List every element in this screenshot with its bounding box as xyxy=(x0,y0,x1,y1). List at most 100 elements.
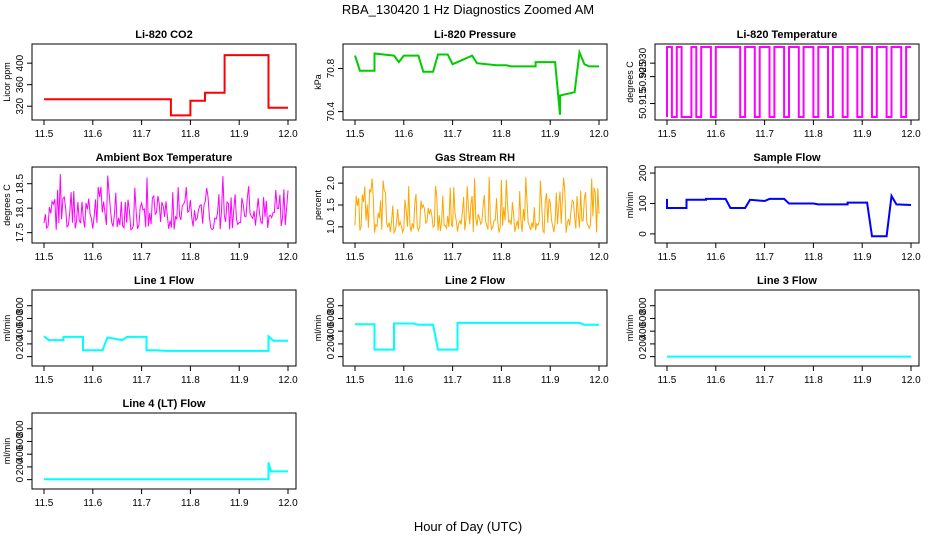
x-tick-label: 12.0 xyxy=(278,252,298,263)
y-tick-label: 360 xyxy=(15,76,26,93)
y-axis-label: ml/min xyxy=(2,438,12,465)
panel-10: Line 4 (LT) Flow 11.5 11.6 11.7 11.8 11.9 12.0… xyxy=(2,398,298,509)
panel-6: Sample Flow 11.5 11.6 11.7 11.8 11.9 12.0 0 100 2… xyxy=(625,152,921,263)
x-tick-label: 11.9 xyxy=(230,129,249,140)
series-line-line2 xyxy=(355,321,599,351)
x-tick-label: 11.9 xyxy=(541,252,560,263)
y-axis-label: degrees C xyxy=(2,184,12,226)
y-tick-label: 50.930 xyxy=(638,47,649,78)
x-tick-label: 11.6 xyxy=(706,129,725,140)
x-tick-label: 11.8 xyxy=(181,375,200,386)
x-tick-label: 12.0 xyxy=(901,375,921,386)
x-tick-label: 11.8 xyxy=(804,252,823,263)
y-tick-label: 1.5 xyxy=(326,198,337,212)
panel-8: Line 2 Flow 11.5 11.6 11.7 11.8 11.9 12.0 02004… xyxy=(313,275,609,386)
panel-2: Li-820 Pressure 11.5 11.6 11.7 11.8 11.9 12.0 7… xyxy=(313,29,609,140)
y-tick-label: 200 xyxy=(15,335,26,352)
x-tick-label: 12.0 xyxy=(278,498,298,509)
series-line-line4 xyxy=(44,462,288,481)
y-tick-label: 70.4 xyxy=(326,101,337,121)
x-tick-label: 11.5 xyxy=(346,252,365,263)
x-tick-label: 11.7 xyxy=(132,129,151,140)
series-line-ambient xyxy=(43,173,289,231)
x-tick-label: 12.0 xyxy=(589,252,609,263)
plot-frame xyxy=(31,289,297,367)
y-tick-label: 2.0 xyxy=(326,176,337,190)
y-axis-label: kPa xyxy=(313,74,323,90)
series-line-temperature xyxy=(666,46,911,118)
x-tick-label: 11.7 xyxy=(132,252,151,263)
y-axis-label: ml/min xyxy=(625,315,635,342)
chart-panels: Li-820 CO2 11.5 11.6 11.7 11.8 11.9 12.0 320 360… xyxy=(2,29,921,509)
x-tick-label: 11.9 xyxy=(853,252,872,263)
x-tick-label: 11.8 xyxy=(181,252,200,263)
panel-title: Li-820 Pressure xyxy=(434,29,516,41)
y-axis-label: ml/min xyxy=(2,315,12,342)
x-tick-label: 11.6 xyxy=(83,252,102,263)
panel-4: Ambient Box Temperature 11.5 11.6 11.7 11.8 1… xyxy=(2,152,298,263)
panel-title: Line 3 Flow xyxy=(757,275,817,287)
x-tick-label: 11.8 xyxy=(492,375,511,386)
x-tick-label: 11.8 xyxy=(181,129,200,140)
x-tick-label: 11.5 xyxy=(35,252,54,263)
panel-1: Li-820 CO2 11.5 11.6 11.7 11.8 11.9 12.0 320 360… xyxy=(2,29,298,140)
y-tick-label: 400 xyxy=(326,322,337,339)
y-tick-label: 600 xyxy=(15,433,26,450)
y-tick-label: 800 xyxy=(326,297,337,314)
x-tick-label: 11.7 xyxy=(755,375,774,386)
y-tick-label: 600 xyxy=(326,310,337,327)
x-tick-label: 11.7 xyxy=(132,375,151,386)
plot-frame xyxy=(31,412,297,490)
x-tick-label: 11.8 xyxy=(492,252,511,263)
x-tick-label: 11.7 xyxy=(443,375,462,386)
x-tick-label: 11.6 xyxy=(83,498,102,509)
y-tick-label: 0 xyxy=(15,476,26,482)
y-tick-label: 0 xyxy=(638,353,649,359)
plot-frame xyxy=(654,289,920,367)
figure-title: RBA_130420 1 Hz Diagnostics Zoomed AM xyxy=(342,2,594,17)
y-axis-label: ml/min xyxy=(625,192,635,219)
y-tick-label: 50.925 xyxy=(638,61,649,92)
x-tick-label: 11.9 xyxy=(230,252,249,263)
x-tick-label: 11.9 xyxy=(853,375,872,386)
y-tick-label: 200 xyxy=(326,335,337,352)
plot-frame xyxy=(31,166,297,244)
x-axis-label: Hour of Day (UTC) xyxy=(414,519,522,534)
x-tick-label: 11.9 xyxy=(230,498,249,509)
y-tick-label: 17.5 xyxy=(15,222,26,242)
x-tick-label: 11.5 xyxy=(658,252,677,263)
panel-title: Gas Stream RH xyxy=(435,152,515,164)
y-tick-label: 50.915 xyxy=(638,88,649,119)
panel-title: Li-820 Temperature xyxy=(737,29,838,41)
x-tick-label: 11.5 xyxy=(35,129,54,140)
plot-frame xyxy=(654,43,920,121)
x-tick-label: 11.5 xyxy=(658,375,677,386)
x-tick-label: 11.7 xyxy=(443,129,462,140)
x-tick-label: 11.6 xyxy=(394,375,413,386)
x-tick-label: 11.5 xyxy=(346,375,365,386)
series-line-line1 xyxy=(43,334,288,352)
x-tick-label: 11.9 xyxy=(541,375,560,386)
x-tick-label: 11.8 xyxy=(181,498,200,509)
x-tick-label: 12.0 xyxy=(901,129,921,140)
y-tick-label: 320 xyxy=(15,97,26,114)
y-tick-label: 800 xyxy=(15,420,26,437)
x-tick-label: 12.0 xyxy=(589,375,609,386)
x-tick-label: 11.8 xyxy=(492,129,511,140)
y-tick-label: 600 xyxy=(638,310,649,327)
panel-title: Line 2 Flow xyxy=(445,275,505,287)
y-tick-label: 800 xyxy=(15,297,26,314)
x-tick-label: 11.8 xyxy=(804,375,823,386)
x-tick-label: 11.8 xyxy=(804,129,823,140)
plot-frame xyxy=(654,166,920,244)
x-tick-label: 11.5 xyxy=(35,498,54,509)
x-tick-label: 12.0 xyxy=(278,375,298,386)
y-tick-label: 70.8 xyxy=(326,58,337,78)
x-tick-label: 11.6 xyxy=(83,375,102,386)
y-tick-label: 600 xyxy=(15,310,26,327)
panel-9: Line 3 Flow 11.5 11.6 11.7 11.8 11.9 12.0 02004… xyxy=(625,275,921,386)
x-tick-label: 12.0 xyxy=(589,129,609,140)
x-tick-label: 12.0 xyxy=(278,129,298,140)
panel-title: Li-820 CO2 xyxy=(135,29,192,41)
